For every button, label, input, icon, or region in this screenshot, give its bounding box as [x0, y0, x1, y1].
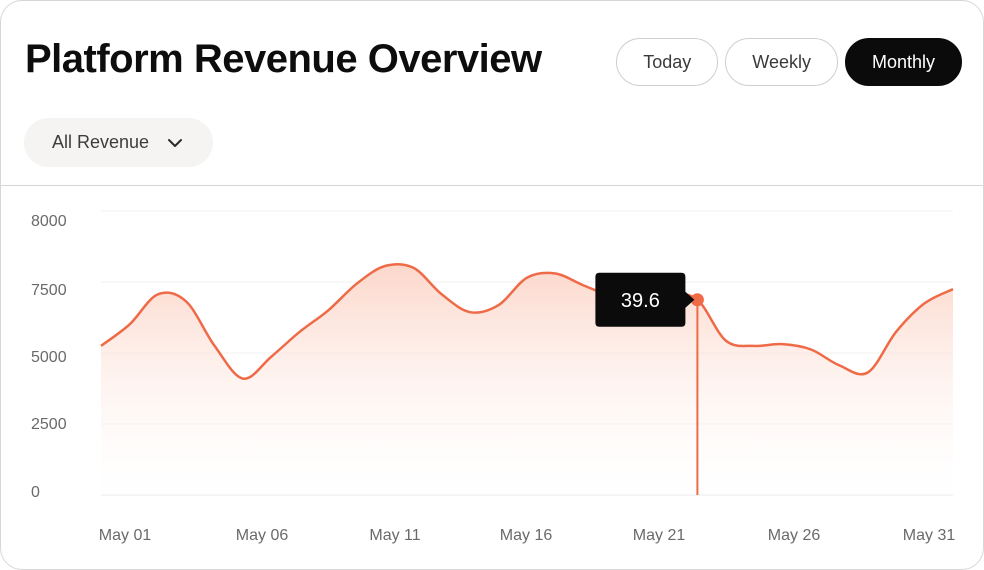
y-tick-label: 7500 [31, 282, 67, 299]
filter-label: All Revenue [52, 132, 150, 152]
x-tick-label: May 11 [369, 527, 420, 544]
x-tick-label: May 31 [903, 527, 956, 544]
y-tick-label: 5000 [31, 349, 67, 366]
x-tick-label: May 26 [768, 527, 821, 544]
value-tooltip: 39.6 [595, 272, 695, 327]
y-tick-label: 2500 [31, 416, 67, 433]
y-tick-label: 8000 [31, 213, 67, 230]
tab-monthly[interactable]: Monthly [844, 38, 962, 86]
revenue-line [100, 262, 954, 380]
tooltip-value: 39.6 [621, 290, 660, 312]
x-tick-label: May 01 [99, 527, 152, 544]
x-tick-label: May 06 [236, 527, 289, 544]
revenue-filter-dropdown[interactable]: All Revenue [24, 118, 213, 167]
tooltip-point[interactable] [690, 293, 704, 307]
tab-weekly[interactable]: Weekly [725, 38, 838, 86]
range-tabs: Today Weekly Monthly [616, 38, 962, 86]
x-tick-label: May 21 [633, 527, 686, 544]
y-tick-label: 0 [31, 484, 40, 501]
page-title: Platform Revenue Overview [25, 37, 542, 81]
header-divider [1, 185, 983, 186]
revenue-area [101, 264, 953, 495]
x-tick-label: May 16 [500, 527, 553, 544]
tab-today[interactable]: Today [616, 38, 719, 86]
chevron-down-icon [167, 138, 183, 148]
